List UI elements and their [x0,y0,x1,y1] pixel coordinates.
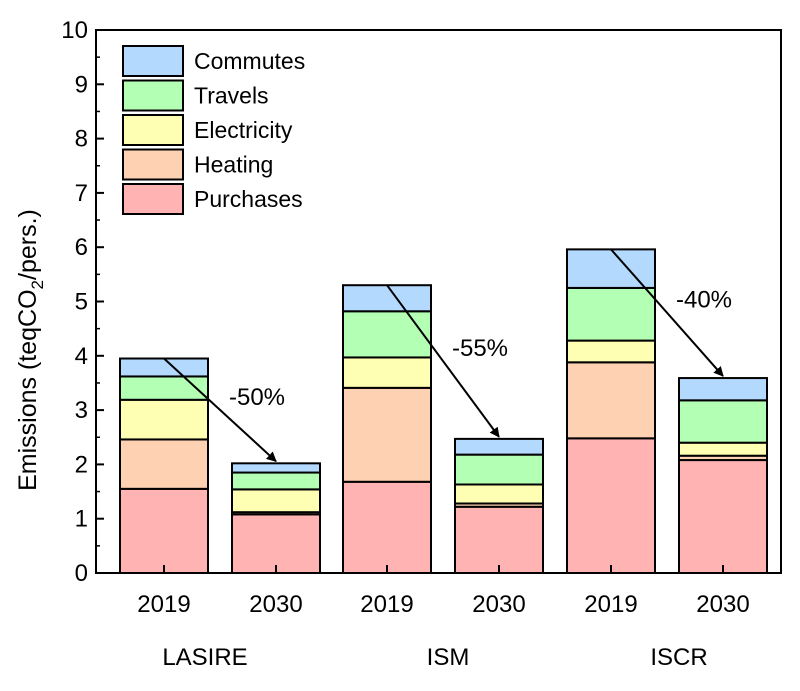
bar-segment-travels-3 [454,453,544,486]
bar-segment-commutes-0 [119,357,209,378]
legend-label-travels: Travels [194,83,269,109]
bar-segment-heating-4 [566,361,656,440]
bar-segment-commutes-1 [231,462,321,474]
y-tick-label-6: 6 [75,234,88,261]
y-tick-label-10: 10 [61,17,88,44]
legend-label-heating: Heating [194,152,273,178]
group-label-lasire: LASIRE [162,644,247,671]
bar-segment-purchases-5 [678,459,768,574]
bar-segment-travels-5 [678,399,768,444]
bar-segment-electricity-4 [566,339,656,364]
y-axis-label: Emissions (teqCO2/pers.) [14,209,47,491]
bar-segment-purchases-3 [454,505,544,574]
legend-label-purchases: Purchases [194,186,303,212]
legend-swatch-commutes [122,45,184,77]
bar-segment-purchases-4 [566,437,656,574]
bars-layer [119,248,768,575]
legend-swatch-purchases [122,183,184,215]
bar-segment-travels-4 [566,286,656,342]
reduction-label-1: -55% [452,335,508,362]
y-tick-label-4: 4 [75,343,88,370]
y-tick-label-1: 1 [75,506,88,533]
x-tick-label-5: 2030 [696,591,749,618]
bar-segment-electricity-5 [678,441,768,457]
bar-segment-electricity-3 [454,483,544,505]
legend-label-electricity: Electricity [194,117,293,143]
y-tick-label-2: 2 [75,451,88,478]
bar-segment-travels-2 [342,310,432,359]
reduction-label-2: -40% [676,287,732,314]
bar-segment-commutes-3 [454,437,544,456]
bar-segment-electricity-1 [231,488,321,514]
bar-segment-electricity-0 [119,398,209,441]
bar-segment-commutes-5 [678,377,768,402]
bar-segment-commutes-4 [566,248,656,289]
reduction-arrow-2 [610,248,724,377]
bar-segment-commutes-2 [342,284,432,313]
bar-segment-electricity-2 [342,356,432,389]
x-tick-label-0: 2019 [137,591,190,618]
bar-segment-purchases-0 [119,487,209,574]
legend-swatch-travels [122,79,184,112]
legend-swatch-heating [122,148,184,181]
reduction-label-0: -50% [229,384,285,411]
y-tick-label-3: 3 [75,397,88,424]
y-tick-label-9: 9 [75,71,88,98]
reduction-arrow-1 [386,284,500,438]
bar-segment-heating-2 [342,386,432,483]
legend-label-commutes: Commutes [194,48,305,74]
group-label-iscr: ISCR [650,644,707,671]
bar-segment-travels-1 [231,471,321,491]
bar-segment-heating-0 [119,438,209,490]
bar-segment-purchases-1 [231,513,321,575]
group-label-ism: ISM [427,644,470,671]
y-tick-label-0: 0 [75,560,88,587]
y-tick-label-7: 7 [75,180,88,207]
x-tick-label-3: 2030 [472,591,525,618]
y-tick-label-8: 8 [75,126,88,153]
arrows-layer: -50% -55% -40% [163,248,732,463]
legend: Commutes Travels Electricity Heating Purchas… [122,45,305,215]
x-tick-label-2: 2019 [360,591,413,618]
bar-segment-purchases-2 [342,480,432,574]
x-tick-label-4: 2019 [584,591,637,618]
legend-swatch-electricity [122,114,184,146]
x-tick-label-1: 2030 [249,591,302,618]
reduction-arrow-0 [163,357,277,463]
y-tick-label-5: 5 [75,289,88,316]
